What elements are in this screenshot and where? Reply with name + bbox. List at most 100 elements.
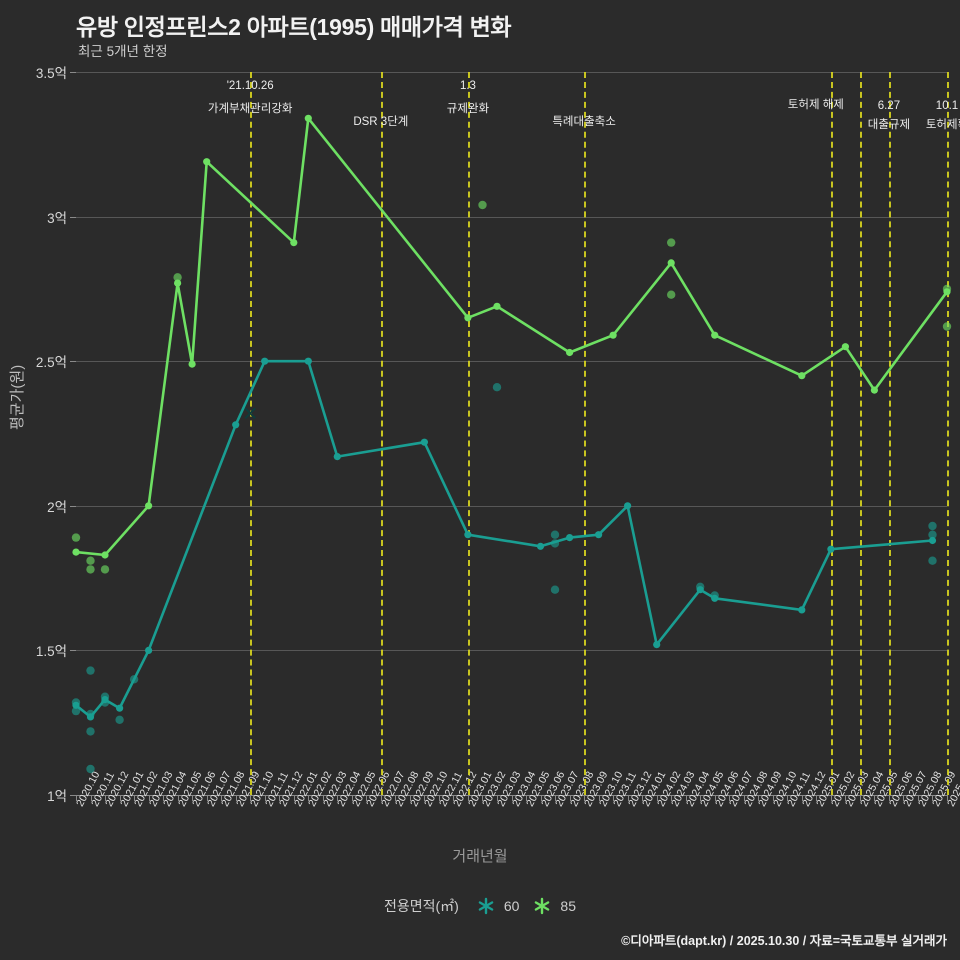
scatter-point-60[interactable] <box>492 383 502 392</box>
annotation-label: DSR 3단계 <box>353 116 409 128</box>
data-point-85[interactable] <box>841 343 850 351</box>
data-point-60[interactable] <box>653 641 661 649</box>
scatter-point-60[interactable] <box>100 692 110 701</box>
data-point-85[interactable] <box>798 372 806 380</box>
x-marker-icon <box>244 407 256 419</box>
legend-label-60: 60 <box>503 898 520 914</box>
data-point-85[interactable] <box>174 279 182 287</box>
x-tick-mark <box>859 795 861 801</box>
x-tick-mark <box>322 795 324 801</box>
y-tick-mark <box>70 650 76 652</box>
scatter-point-60[interactable] <box>115 715 124 724</box>
x-tick-mark <box>308 795 310 801</box>
data-point-60[interactable] <box>116 704 124 712</box>
x-tick-mark <box>903 795 905 801</box>
data-point-85[interactable] <box>493 302 501 310</box>
data-point-85[interactable] <box>203 158 211 166</box>
scatter-point-85[interactable] <box>86 565 95 574</box>
gridline <box>76 361 947 363</box>
data-point-60[interactable] <box>261 357 269 365</box>
scatter-point-60[interactable] <box>71 706 81 716</box>
data-point-60[interactable] <box>827 545 835 553</box>
y-tick-label: 1억 <box>47 789 67 804</box>
y-tick-label: 3억 <box>47 210 67 226</box>
x-tick-mark <box>453 795 455 801</box>
scatter-point-60[interactable] <box>86 666 95 675</box>
x-tick-mark <box>598 795 600 801</box>
data-point-60[interactable] <box>333 453 341 461</box>
legend-item-60[interactable]: 60 <box>476 896 520 916</box>
data-point-60[interactable] <box>566 534 574 542</box>
x-tick-mark <box>569 795 571 801</box>
scatter-point-85[interactable] <box>942 322 952 331</box>
scatter-point-60[interactable] <box>696 582 705 591</box>
data-point-85[interactable] <box>870 386 879 394</box>
data-point-60[interactable] <box>304 357 312 365</box>
scatter-point-60[interactable] <box>550 530 560 539</box>
data-point-85[interactable] <box>464 314 472 322</box>
data-point-85[interactable] <box>145 502 153 510</box>
scatter-point-85[interactable] <box>667 290 676 299</box>
data-point-85[interactable] <box>101 551 109 559</box>
data-point-85[interactable] <box>304 114 312 122</box>
x-tick-mark <box>685 795 687 801</box>
data-point-85[interactable] <box>290 239 298 247</box>
gridline <box>76 216 947 218</box>
scatter-point-60[interactable] <box>86 727 95 736</box>
x-tick-mark <box>177 795 179 801</box>
y-tick-mark <box>70 361 76 363</box>
scatter-point-85[interactable] <box>478 200 487 210</box>
series-line-85 <box>74 117 949 557</box>
scatter-point-60[interactable] <box>100 698 110 707</box>
data-point-60[interactable] <box>624 502 632 510</box>
scatter-point-60[interactable] <box>550 585 560 594</box>
x-tick-mark <box>438 795 440 801</box>
scatter-point-60[interactable] <box>928 556 937 565</box>
annotation-vline <box>250 72 253 795</box>
data-point-85[interactable] <box>188 360 196 368</box>
x-tick-mark <box>656 795 658 801</box>
data-point-60[interactable] <box>464 531 472 539</box>
x-tick-mark <box>250 795 252 801</box>
x-tick-mark <box>671 795 673 801</box>
legend-item-85[interactable]: 85 <box>532 896 576 916</box>
scatter-point-60[interactable] <box>129 675 139 684</box>
scatter-point-60[interactable] <box>550 539 560 548</box>
data-point-85[interactable] <box>609 331 617 339</box>
scatter-point-85[interactable] <box>86 556 95 565</box>
data-point-60[interactable] <box>145 646 153 655</box>
data-point-60[interactable] <box>536 542 545 550</box>
data-point-85[interactable] <box>667 259 675 267</box>
annotation-vline <box>584 72 587 795</box>
scatter-point-85[interactable] <box>100 565 110 574</box>
x-tick-mark <box>351 795 353 801</box>
data-point-60[interactable] <box>232 421 240 429</box>
x-tick-mark <box>830 795 832 801</box>
gridline <box>76 650 947 652</box>
data-point-60[interactable] <box>798 606 806 614</box>
scatter-point-85[interactable] <box>173 273 182 282</box>
annotation-label: 가계부채관리강화 <box>207 103 293 115</box>
x-tick-mark <box>947 795 948 801</box>
legend: 전용면적(㎡) 60 85 <box>0 896 960 916</box>
data-point-60[interactable] <box>420 438 428 446</box>
scatter-point-85[interactable] <box>667 238 676 247</box>
data-point-60[interactable] <box>595 531 603 539</box>
scatter-point-60[interactable] <box>86 764 95 774</box>
x-tick-mark <box>787 795 789 801</box>
scatter-point-60[interactable] <box>86 709 95 719</box>
scatter-point-60[interactable] <box>71 698 81 707</box>
scatter-point-60[interactable] <box>710 591 719 600</box>
data-point-85[interactable] <box>566 348 574 357</box>
scatter-point-85[interactable] <box>942 284 952 294</box>
x-tick-mark <box>584 795 586 801</box>
scatter-point-85[interactable] <box>71 533 81 542</box>
scatter-point-60[interactable] <box>928 521 937 531</box>
x-tick-mark <box>163 795 165 801</box>
scatter-point-60[interactable] <box>928 530 937 539</box>
annotation-vline <box>467 72 470 795</box>
data-point-85[interactable] <box>711 331 719 339</box>
data-point-85[interactable] <box>72 548 80 556</box>
data-point-60[interactable] <box>928 536 937 545</box>
